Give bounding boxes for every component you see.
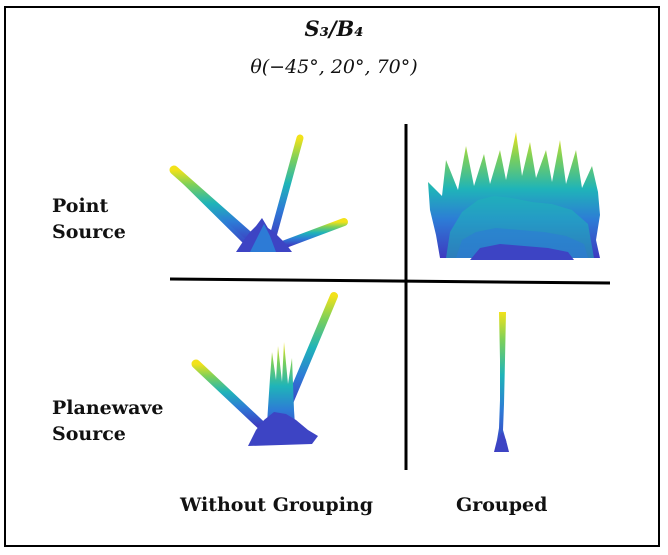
pattern-point-source-grouped bbox=[428, 132, 600, 260]
col-label-grouped: Grouped bbox=[456, 494, 548, 516]
pattern-planewave-grouped bbox=[494, 312, 509, 452]
pattern-point-source-ungrouped bbox=[169, 134, 348, 252]
pattern-planewave-ungrouped bbox=[191, 292, 338, 446]
figure-subtitle: θ(−45°, 20°, 70°) bbox=[250, 56, 418, 78]
figure-title: S₃/B₄ bbox=[304, 16, 364, 41]
horizontal-divider bbox=[169, 277, 611, 285]
row-label-point-source: Point Source bbox=[52, 195, 126, 243]
figure-frame bbox=[4, 6, 660, 547]
col-label-without-grouping: Without Grouping bbox=[180, 494, 374, 516]
row-label-planewave-source: Planewave Source bbox=[52, 397, 164, 445]
